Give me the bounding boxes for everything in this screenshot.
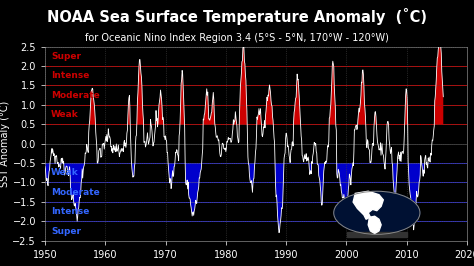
Text: Moderate: Moderate — [51, 188, 100, 197]
Text: Super: Super — [51, 52, 81, 61]
Text: Intense: Intense — [51, 71, 90, 80]
Polygon shape — [368, 216, 381, 234]
Text: Weak: Weak — [51, 168, 79, 177]
Text: for Oceanic Nino Index Region 3.4 (5°S - 5°N, 170°W - 120°W): for Oceanic Nino Index Region 3.4 (5°S -… — [85, 33, 389, 43]
Polygon shape — [353, 191, 383, 219]
Y-axis label: SST Anomaly (°C): SST Anomaly (°C) — [0, 101, 9, 187]
Text: Intense: Intense — [51, 207, 90, 216]
FancyBboxPatch shape — [346, 232, 407, 237]
Text: Moderate: Moderate — [51, 91, 100, 99]
Text: NOAA Sea Surface Temperature Anomaly  (˚C): NOAA Sea Surface Temperature Anomaly (˚C… — [47, 8, 427, 25]
Ellipse shape — [334, 191, 420, 234]
Text: Weak: Weak — [51, 110, 79, 119]
Text: Super: Super — [51, 227, 81, 235]
